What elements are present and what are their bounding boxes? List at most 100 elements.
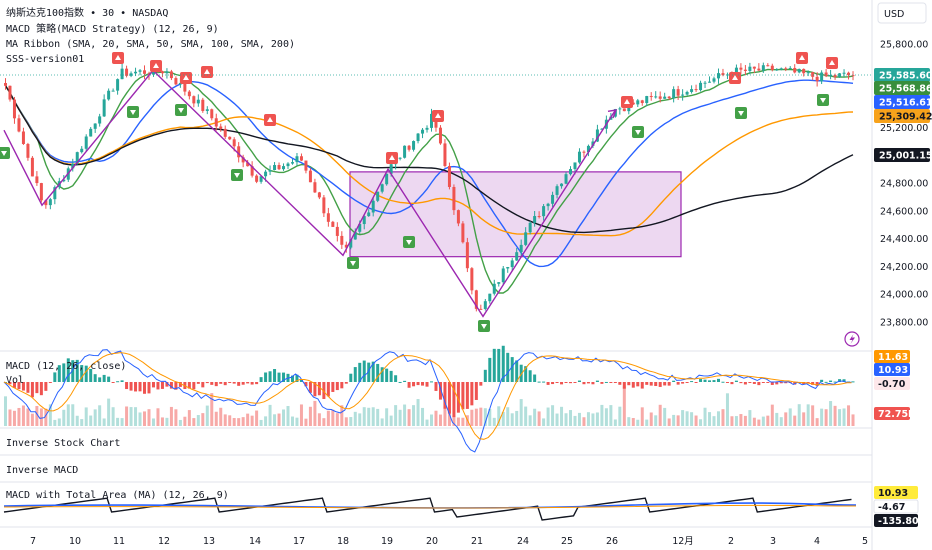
inverse-stock-title[interactable]: Inverse Stock Chart (6, 438, 120, 449)
volume-pane-title[interactable]: Vol (6, 375, 24, 386)
candle-body (30, 157, 34, 177)
volume-bar (604, 408, 608, 426)
candle-body (255, 175, 259, 182)
volume-bar (842, 408, 846, 426)
macd-histogram-bar (196, 382, 200, 384)
candle-body (201, 99, 205, 111)
sell-signal-arrow (732, 75, 738, 80)
macd-tag (874, 350, 910, 363)
volume-bar (53, 419, 57, 426)
macd-histogram-bar (627, 382, 631, 386)
candle-body (299, 156, 303, 161)
volume-bar (277, 413, 281, 426)
macd-tag-label: -0.70 (878, 379, 906, 390)
volume-bar (528, 415, 532, 426)
macd-histogram-bar (564, 382, 568, 383)
lightning-icon[interactable] (844, 331, 860, 347)
candle-body (519, 244, 523, 253)
candle-body (595, 129, 599, 142)
candle-body (470, 268, 474, 291)
candle-body (295, 156, 299, 163)
volume-bar (613, 419, 617, 426)
macd-histogram-bar (757, 382, 761, 386)
volume-bar (129, 407, 133, 426)
candle-body (84, 136, 88, 149)
candle-body (797, 68, 801, 73)
candle-body (398, 157, 402, 159)
candle-body (600, 128, 604, 130)
volume-bar (147, 409, 151, 426)
macd2-tag-label: 10.93 (878, 488, 908, 499)
volume-bar (125, 406, 129, 426)
volume-bar (210, 393, 214, 426)
indicator-macd-strategy[interactable]: MACD 策略(MACD Strategy) (12, 26, 9) (6, 22, 219, 35)
volume-bar (456, 417, 460, 426)
candle-body (80, 148, 84, 153)
macd-histogram-bar (80, 365, 84, 382)
indicator-ma-ribbon[interactable]: MA Ribbon (SMA, 20, SMA, 50, SMA, 100, S… (6, 39, 295, 50)
candle-body (479, 308, 483, 310)
y-tick-label: 24,400.00 (880, 234, 928, 245)
macd-histogram-bar (403, 380, 407, 382)
candle-body (48, 199, 52, 206)
macd-histogram-bar (667, 382, 671, 386)
volume-bar (304, 418, 308, 426)
volume-bar (824, 409, 828, 426)
currency-button[interactable] (877, 2, 927, 24)
macd-histogram-bar (30, 382, 34, 398)
volume-bar (286, 406, 290, 426)
macd-pane-title[interactable]: MACD (12, 26, close) (6, 361, 126, 372)
currency-label: USD (884, 9, 904, 20)
macd-histogram-bar (555, 382, 559, 383)
volume-bar (421, 407, 425, 426)
candle-body (187, 91, 191, 97)
macd-histogram-bar (766, 382, 770, 383)
price-tag-label: 25,516.61 (879, 98, 932, 109)
volume-bar (577, 412, 581, 426)
candle-body (824, 72, 828, 77)
volume-bar (524, 406, 528, 426)
candle-body (712, 78, 716, 82)
macd-histogram-bar (187, 382, 191, 389)
macd2-signal-line (3, 504, 857, 509)
volume-bar (299, 404, 303, 426)
sell-signal-arrow (183, 75, 189, 80)
candle-body (838, 73, 842, 78)
macd-histogram-bar (407, 382, 411, 388)
volume-bar (452, 415, 456, 426)
candle-body (160, 71, 164, 74)
volume-bar (232, 418, 236, 426)
candle-body (456, 210, 460, 224)
macd-histogram-bar (542, 381, 546, 383)
macd-histogram-bar (39, 382, 43, 396)
volume-bar (748, 410, 752, 426)
candle-body (322, 197, 326, 214)
candle-body (282, 166, 286, 170)
macd-histogram-bar (21, 382, 25, 391)
macd-histogram-bar (631, 382, 635, 388)
volume-bar (788, 408, 792, 426)
macd-histogram-bar (385, 368, 389, 382)
macd-histogram-bar (367, 362, 371, 382)
macd-histogram-bar (501, 345, 505, 382)
volume-bar (640, 407, 644, 426)
x-tick-label: 13 (203, 536, 215, 547)
inverse-macd-title[interactable]: Inverse MACD (6, 465, 78, 476)
candle-body (26, 143, 30, 158)
indicator-sss[interactable]: SSS-version01 (6, 54, 84, 65)
volume-bar (75, 415, 79, 426)
candle-body (205, 109, 209, 111)
candle-body (317, 192, 321, 198)
volume-bar (35, 406, 39, 426)
volume-bar (838, 409, 842, 426)
time-axis[interactable]: 7 10 11 12 13 14 17 18 19 20 21 24 25 26 12月 2 3 4 5 (30, 536, 868, 547)
y-tick-label: 24,000.00 (880, 290, 928, 301)
candle-body (851, 75, 855, 77)
volume-bar (779, 417, 783, 426)
x-tick-label: 12 (158, 536, 170, 547)
volume-bar (389, 415, 393, 426)
macd-histogram-bar (362, 360, 366, 382)
macd-total-title[interactable]: MACD with Total Area (MA) (12, 26, 9) (6, 490, 229, 501)
